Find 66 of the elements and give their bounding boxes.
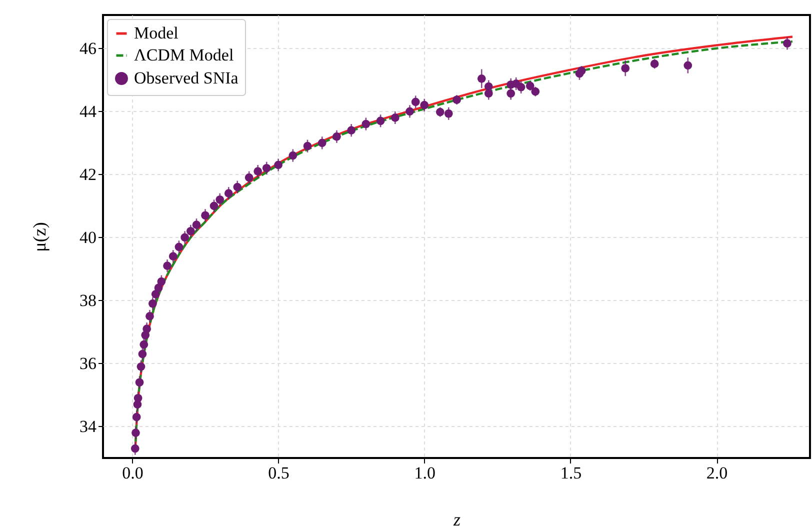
- point: [288, 151, 298, 160]
- point: [376, 116, 385, 126]
- point: [390, 114, 400, 122]
- point: [621, 64, 630, 72]
- y-axis-title: μ(z): [30, 222, 50, 252]
- x-tick-label: 0.5: [268, 464, 290, 482]
- point: [526, 82, 534, 90]
- point: [484, 89, 493, 98]
- point: [180, 233, 189, 242]
- y-tick-label: 44: [80, 102, 97, 121]
- point: [274, 160, 282, 170]
- point: [233, 182, 242, 192]
- point: [531, 87, 540, 96]
- point: [650, 60, 659, 68]
- point: [134, 394, 142, 402]
- point: [132, 428, 140, 437]
- point: [411, 98, 420, 106]
- point: [168, 252, 178, 261]
- point: [362, 120, 370, 128]
- point: [406, 107, 414, 116]
- y-tick-label: 36: [80, 354, 96, 373]
- point: [135, 378, 144, 387]
- point: [151, 290, 160, 298]
- point: [444, 109, 453, 118]
- point: [783, 39, 792, 48]
- point: [186, 226, 195, 236]
- x-tick-label: 2.0: [706, 464, 728, 482]
- y-tick-label: 46: [80, 38, 96, 58]
- point: [254, 167, 262, 176]
- y-tick-label: 34: [80, 416, 97, 436]
- point: [216, 195, 224, 204]
- point: [201, 211, 210, 220]
- point: [157, 277, 166, 286]
- point: [516, 82, 526, 92]
- legend-label: ΛCDM Model: [134, 46, 234, 64]
- point: [436, 108, 444, 116]
- point: [452, 96, 461, 104]
- point: [140, 340, 148, 349]
- point: [244, 173, 254, 182]
- point: [332, 132, 341, 141]
- point: [163, 262, 172, 270]
- legend-label: Model: [134, 24, 179, 42]
- point: [174, 242, 184, 252]
- y-tick-label: 42: [80, 164, 96, 184]
- point: [210, 202, 218, 210]
- x-tick-label: 0.0: [122, 464, 144, 482]
- point: [262, 164, 271, 172]
- x-tick-label: 1.5: [560, 464, 582, 482]
- point: [420, 100, 429, 110]
- point: [142, 324, 152, 333]
- point: [154, 284, 163, 292]
- point: [347, 126, 356, 134]
- point: [224, 189, 233, 198]
- point: [146, 312, 154, 320]
- x-tick-label: 1.0: [414, 464, 436, 482]
- point: [477, 74, 486, 83]
- legend-label: Observed SNIa: [134, 68, 239, 88]
- y-tick-label: 40: [80, 228, 96, 247]
- x-axis-title: z: [452, 510, 461, 526]
- point: [484, 82, 493, 91]
- point: [303, 142, 312, 150]
- point: [506, 89, 516, 98]
- point: [192, 220, 201, 230]
- y-tick-label: 38: [80, 290, 96, 310]
- point: [318, 138, 326, 148]
- point: [684, 61, 692, 70]
